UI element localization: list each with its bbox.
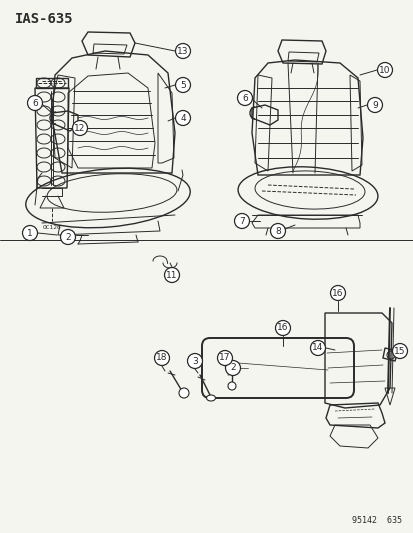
Text: 15: 15	[393, 346, 405, 356]
Circle shape	[175, 110, 190, 125]
Text: 10: 10	[378, 66, 390, 75]
Circle shape	[310, 341, 325, 356]
Circle shape	[270, 223, 285, 238]
Circle shape	[22, 225, 38, 240]
Circle shape	[377, 62, 392, 77]
Text: 5: 5	[180, 80, 185, 90]
Circle shape	[60, 230, 75, 245]
Text: 2: 2	[65, 232, 71, 241]
Text: 16: 16	[277, 324, 288, 333]
Circle shape	[275, 320, 290, 335]
Circle shape	[72, 120, 87, 135]
Circle shape	[330, 286, 345, 301]
Text: 13: 13	[177, 46, 188, 55]
Circle shape	[154, 351, 169, 366]
Circle shape	[237, 91, 252, 106]
Text: 9: 9	[371, 101, 377, 109]
Circle shape	[178, 388, 189, 398]
Circle shape	[228, 382, 235, 390]
Text: 2: 2	[230, 364, 235, 373]
Text: 3: 3	[192, 357, 197, 366]
Text: 18: 18	[156, 353, 167, 362]
Circle shape	[187, 353, 202, 368]
Circle shape	[225, 360, 240, 376]
Text: 6: 6	[242, 93, 247, 102]
Text: 14: 14	[311, 343, 323, 352]
Circle shape	[217, 351, 232, 366]
Circle shape	[228, 363, 237, 373]
Text: 6: 6	[32, 99, 38, 108]
Text: 17: 17	[219, 353, 230, 362]
Circle shape	[367, 98, 382, 112]
Text: 1: 1	[27, 229, 33, 238]
Text: 11: 11	[166, 271, 177, 279]
Text: 8: 8	[275, 227, 280, 236]
Circle shape	[164, 268, 179, 282]
Circle shape	[234, 214, 249, 229]
Text: IAS-635: IAS-635	[15, 12, 74, 26]
Text: 4: 4	[180, 114, 185, 123]
Circle shape	[175, 44, 190, 59]
Text: 12: 12	[74, 124, 85, 133]
Text: 95142  635: 95142 635	[351, 516, 401, 525]
Text: 7: 7	[239, 216, 244, 225]
Circle shape	[175, 77, 190, 93]
Ellipse shape	[206, 395, 215, 401]
Circle shape	[392, 343, 406, 359]
Text: OC126: OC126	[43, 225, 61, 230]
Text: 16: 16	[332, 288, 343, 297]
Circle shape	[27, 95, 43, 110]
